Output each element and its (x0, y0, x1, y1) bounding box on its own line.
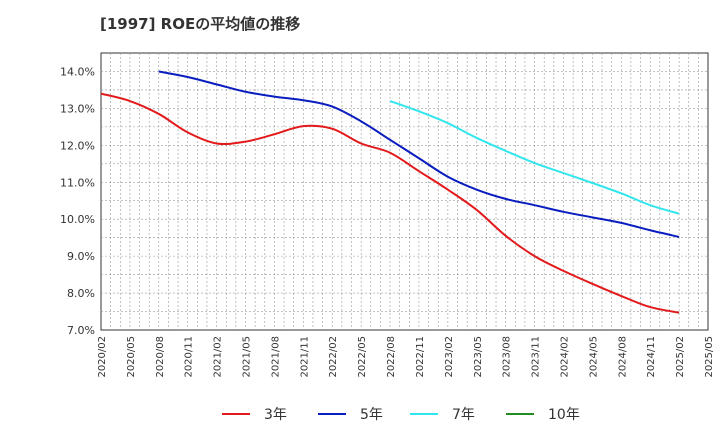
x-tick-label: 2020/11 (184, 336, 195, 378)
x-tick-label: 2020/08 (155, 336, 166, 378)
x-tick-label: 2024/08 (617, 336, 628, 378)
x-tick-label: 2021/11 (299, 336, 310, 378)
y-tick-label: 7.0% (67, 324, 95, 337)
y-tick-label: 9.0% (67, 250, 95, 263)
series-line-7年 (389, 100, 680, 215)
legend: 3年 5年 7年 10年 (222, 407, 580, 423)
x-axis-ticks: 2020/02 2020/05 2020/08 2020/11 2021/02 2021/… (97, 336, 715, 378)
y-tick-label: 11.0% (60, 176, 95, 189)
legend-label: 7年 (452, 407, 475, 423)
x-tick-label: 2022/05 (357, 336, 368, 378)
y-tick-label: 12.0% (60, 139, 95, 152)
x-tick-label: 2021/05 (242, 336, 253, 378)
x-tick-label: 2023/08 (502, 336, 513, 378)
x-tick-label: 2021/08 (270, 336, 281, 378)
y-tick-label: 10.0% (60, 213, 95, 226)
plot-area (100, 52, 709, 331)
x-tick-label: 2022/08 (386, 336, 397, 378)
y-axis-ticks: 7.0% 8.0% 9.0% 10.0% 11.0% 12.0% 13.0% 14.0% (60, 65, 95, 337)
y-tick-label: 14.0% (60, 65, 95, 78)
x-tick-label: 2020/05 (126, 336, 137, 378)
x-tick-label: 2024/05 (588, 336, 599, 378)
chart-title: [1997] ROEの平均値の推移 (100, 15, 301, 33)
y-tick-label: 13.0% (60, 102, 95, 115)
x-tick-label: 2022/11 (415, 336, 426, 378)
y-tick-label: 8.0% (67, 287, 95, 300)
x-tick-label: 2020/02 (97, 336, 108, 378)
legend-label: 10年 (548, 407, 580, 423)
x-tick-label: 2025/02 (675, 336, 686, 378)
x-tick-label: 2022/02 (328, 336, 339, 378)
x-tick-label: 2025/05 (704, 336, 715, 378)
x-tick-label: 2024/02 (559, 336, 570, 378)
x-tick-label: 2021/02 (213, 336, 224, 378)
series-line-5年 (158, 70, 680, 238)
legend-label: 3年 (264, 407, 287, 423)
x-tick-label: 2024/11 (646, 336, 657, 378)
x-tick-label: 2023/11 (531, 336, 542, 378)
legend-label: 5年 (360, 407, 383, 423)
x-tick-label: 2023/05 (473, 336, 484, 378)
series-lines (100, 70, 680, 314)
x-tick-label: 2023/02 (444, 336, 455, 378)
series-line-3年 (100, 92, 680, 314)
